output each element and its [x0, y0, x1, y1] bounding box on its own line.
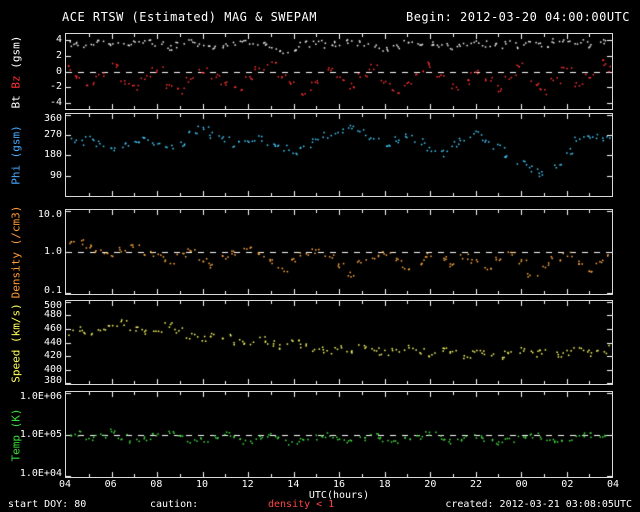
footer-created: created: 2012-03-21 03:08:05UTC — [445, 499, 632, 510]
x-tick-label: 04 — [606, 479, 620, 490]
footer-start-doy: start DOY: 80 — [8, 499, 87, 510]
y-axis-label-part: (gsm) — [9, 35, 23, 69]
y-tick-label: 270 — [43, 128, 62, 140]
x-tick-label: 04 — [58, 479, 72, 490]
x-tick-label: 08 — [150, 479, 163, 490]
plot-canvas-phi — [66, 114, 612, 196]
y-axis-label-part: Temp (K) — [9, 408, 23, 461]
plot-canvas-speed — [66, 301, 612, 384]
y-tick-label: 380 — [43, 375, 62, 386]
plot-canvas-bt-bz — [66, 34, 612, 109]
panel-density — [65, 209, 613, 295]
y-tick-label: 440 — [43, 336, 62, 348]
y-tick-label: 90 — [49, 169, 62, 181]
begin-timestamp: Begin: 2012-03-20 04:00:00UTC — [405, 10, 630, 24]
footer-caution: caution: — [150, 499, 199, 510]
y-tick-label: 0.1 — [43, 285, 62, 296]
y-tick-label: 1.0 — [43, 246, 62, 257]
x-tick-label: 00 — [515, 479, 528, 490]
y-tick-label: 180 — [43, 149, 62, 160]
x-tick-label: 02 — [561, 479, 574, 490]
x-tick-label: 10 — [195, 479, 209, 490]
panel-speed — [65, 300, 613, 385]
y-tick-label: 400 — [43, 364, 62, 376]
panel-bt-bz — [65, 33, 613, 110]
y-tick-label: -4 — [49, 96, 62, 108]
x-tick-label: 22 — [469, 479, 483, 490]
plot-canvas-temp — [66, 392, 612, 477]
y-tick-label: 1.0E+06 — [19, 391, 62, 402]
y-tick-label: 2 — [55, 49, 62, 61]
y-tick-label: 0 — [55, 65, 62, 77]
page-title: ACE RTSW (Estimated) MAG & SWEPAM — [62, 10, 317, 24]
y-axis-label-part: Speed (km/s) — [9, 302, 23, 383]
y-tick-label: 360 — [43, 113, 62, 124]
y-axis-label-speed: Speed (km/s) — [10, 303, 23, 382]
y-axis-label-density: Density (/cm3) — [10, 206, 23, 299]
x-tick-label: 06 — [104, 479, 117, 490]
y-axis-label-temp: Temp (K) — [10, 408, 23, 461]
x-axis-label: UTC(hours) — [308, 490, 370, 501]
y-axis-label-phi: Phi (gsm) — [10, 125, 23, 185]
plot-canvas-density — [66, 210, 612, 294]
panel-temp — [65, 391, 613, 478]
panel-phi — [65, 113, 613, 197]
x-tick-label: 16 — [332, 479, 346, 490]
y-axis-label-part: Bz — [9, 68, 23, 89]
y-tick-label: 1.0E+04 — [19, 468, 62, 479]
x-tick-label: 18 — [378, 479, 391, 490]
y-tick-label: -2 — [49, 81, 62, 93]
y-tick-label: 480 — [43, 308, 62, 320]
x-tick-label: 14 — [287, 479, 300, 490]
y-tick-label: 500 — [43, 300, 62, 311]
y-tick-label: 1.0E+05 — [19, 428, 62, 440]
y-axis-label-part: Bt — [9, 88, 23, 108]
y-axis-label-part: Phi (gsm) — [9, 125, 23, 185]
y-axis-label-part: Density (/cm3) — [9, 205, 23, 299]
y-tick-label: 460 — [43, 322, 62, 334]
x-tick-label: 12 — [241, 479, 254, 490]
footer-density-note: density < 1 — [268, 499, 335, 510]
y-tick-label: 4 — [55, 34, 62, 46]
y-tick-label: 420 — [43, 350, 62, 362]
y-axis-label-bt-bz: Bt Bz (gsm) — [10, 35, 23, 108]
y-tick-label: 10.0 — [37, 209, 62, 220]
x-tick-label: 20 — [424, 479, 437, 490]
